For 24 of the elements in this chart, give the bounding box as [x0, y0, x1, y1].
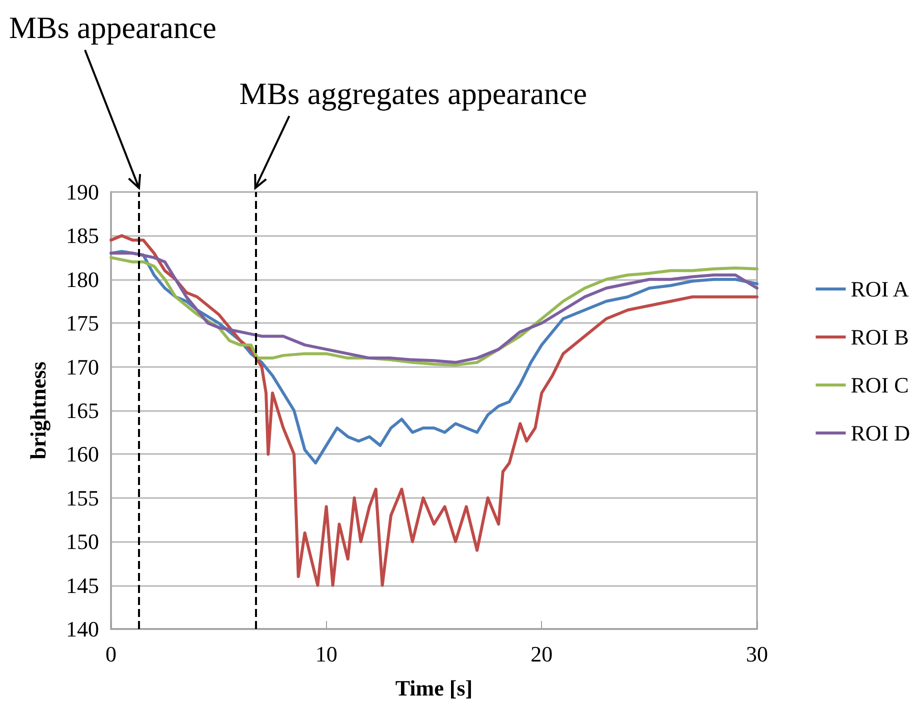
- x-axis-title: Time [s]: [395, 676, 473, 700]
- line-series: [110, 234, 758, 587]
- ref-line-label: MBs appearance: [8, 10, 216, 45]
- y-tick-label: 145: [66, 572, 99, 598]
- y-tick-label: 180: [66, 266, 99, 292]
- y-tick-label: 170: [66, 354, 99, 380]
- ref-line-label: MBs aggregates appearance: [239, 76, 588, 111]
- y-tick-label: 160: [66, 442, 99, 467]
- legend-label: ROI B: [850, 324, 909, 350]
- y-tick-label: 190: [66, 180, 99, 204]
- y-axis-title: brightness: [26, 361, 50, 460]
- legend-label: ROI D: [850, 420, 910, 446]
- x-tick-label: 20: [530, 642, 553, 666]
- x-tick-label: 10: [315, 642, 338, 666]
- x-tick-label: 30: [746, 642, 768, 666]
- y-tick-label: 165: [66, 398, 99, 423]
- y-tick-label: 155: [66, 485, 99, 510]
- legend-label: ROI C: [850, 372, 909, 398]
- x-tick-label: 0: [106, 642, 116, 666]
- y-tick-label: 175: [66, 310, 99, 336]
- y-tick-label: 140: [66, 616, 99, 642]
- y-tick-label: 185: [66, 223, 99, 248]
- legend-label: ROI A: [850, 276, 909, 302]
- y-tick-label: 150: [66, 529, 99, 554]
